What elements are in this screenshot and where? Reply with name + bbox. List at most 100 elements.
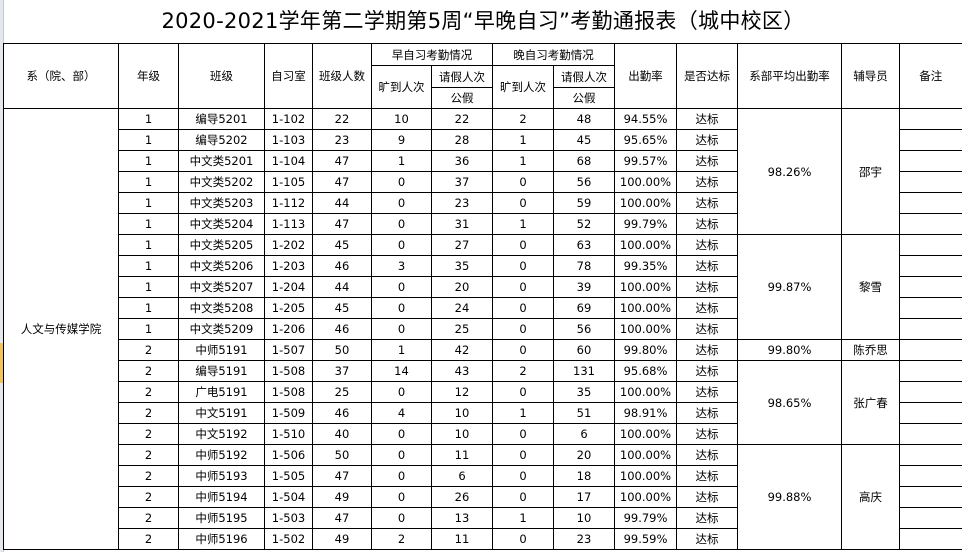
rate-cell[interactable]: 99.79% bbox=[614, 213, 677, 235]
morning-absent-cell[interactable]: 0 bbox=[371, 465, 432, 487]
pass-cell[interactable]: 达标 bbox=[676, 465, 738, 487]
header-dept[interactable]: 系（院、部） bbox=[3, 43, 119, 109]
evening-leave-cell[interactable]: 131 bbox=[553, 360, 615, 382]
room-cell[interactable]: 1-203 bbox=[264, 255, 313, 277]
room-cell[interactable]: 1-509 bbox=[264, 402, 313, 424]
evening-absent-cell[interactable]: 0 bbox=[492, 381, 554, 403]
pass-cell[interactable]: 达标 bbox=[676, 402, 738, 424]
size-cell[interactable]: 44 bbox=[312, 192, 372, 214]
remark-cell[interactable] bbox=[899, 150, 962, 172]
evening-leave-cell[interactable]: 23 bbox=[553, 528, 615, 550]
size-cell[interactable]: 23 bbox=[312, 129, 372, 151]
size-cell[interactable]: 46 bbox=[312, 318, 372, 340]
morning-absent-cell[interactable]: 4 bbox=[371, 402, 432, 424]
dept-avg-rate-cell[interactable]: 99.88% bbox=[737, 444, 842, 550]
class-cell[interactable]: 中文5191 bbox=[178, 402, 265, 424]
evening-absent-cell[interactable]: 1 bbox=[492, 213, 554, 235]
rate-cell[interactable]: 95.68% bbox=[614, 360, 677, 382]
remark-cell[interactable] bbox=[899, 507, 962, 529]
header-pass[interactable]: 是否达标 bbox=[676, 43, 738, 109]
header-morning-group[interactable]: 早自习考勤情况 bbox=[371, 43, 493, 66]
grade-cell[interactable]: 1 bbox=[118, 192, 179, 214]
size-cell[interactable]: 49 bbox=[312, 528, 372, 550]
grade-cell[interactable]: 1 bbox=[118, 150, 179, 172]
evening-absent-cell[interactable]: 1 bbox=[492, 129, 554, 151]
pass-cell[interactable]: 达标 bbox=[676, 528, 738, 550]
rate-cell[interactable]: 100.00% bbox=[614, 423, 677, 445]
morning-absent-cell[interactable]: 9 bbox=[371, 129, 432, 151]
class-cell[interactable]: 编导5191 bbox=[178, 360, 265, 382]
grade-cell[interactable]: 1 bbox=[118, 108, 179, 130]
evening-absent-cell[interactable]: 1 bbox=[492, 402, 554, 424]
evening-absent-cell[interactable]: 0 bbox=[492, 339, 554, 361]
evening-leave-cell[interactable]: 18 bbox=[553, 465, 615, 487]
class-cell[interactable]: 中文类5205 bbox=[178, 234, 265, 256]
class-cell[interactable]: 编导5201 bbox=[178, 108, 265, 130]
evening-leave-cell[interactable]: 52 bbox=[553, 213, 615, 235]
remark-cell[interactable] bbox=[899, 234, 962, 256]
header-morning-public-leave[interactable]: 公假 bbox=[431, 87, 493, 109]
grade-cell[interactable]: 1 bbox=[118, 318, 179, 340]
counselor-cell[interactable]: 邵宇 bbox=[841, 108, 900, 235]
evening-absent-cell[interactable]: 0 bbox=[492, 276, 554, 298]
morning-absent-cell[interactable]: 14 bbox=[371, 360, 432, 382]
grade-cell[interactable]: 1 bbox=[118, 213, 179, 235]
evening-leave-cell[interactable]: 56 bbox=[553, 171, 615, 193]
rate-cell[interactable]: 100.00% bbox=[614, 486, 677, 508]
pass-cell[interactable]: 达标 bbox=[676, 339, 738, 361]
morning-leave-cell[interactable]: 26 bbox=[431, 486, 493, 508]
room-cell[interactable]: 1-205 bbox=[264, 297, 313, 319]
evening-leave-cell[interactable]: 59 bbox=[553, 192, 615, 214]
room-cell[interactable]: 1-113 bbox=[264, 213, 313, 235]
rate-cell[interactable]: 100.00% bbox=[614, 444, 677, 466]
room-cell[interactable]: 1-104 bbox=[264, 150, 313, 172]
morning-absent-cell[interactable]: 0 bbox=[371, 276, 432, 298]
size-cell[interactable]: 45 bbox=[312, 234, 372, 256]
counselor-cell[interactable]: 张广春 bbox=[841, 360, 900, 445]
morning-leave-cell[interactable]: 27 bbox=[431, 234, 493, 256]
size-cell[interactable]: 46 bbox=[312, 255, 372, 277]
row-header-selection[interactable] bbox=[0, 343, 3, 383]
evening-absent-cell[interactable]: 0 bbox=[492, 318, 554, 340]
class-cell[interactable]: 中文类5201 bbox=[178, 150, 265, 172]
remark-cell[interactable] bbox=[899, 129, 962, 151]
room-cell[interactable]: 1-202 bbox=[264, 234, 313, 256]
header-morning-leave[interactable]: 请假人次 bbox=[431, 65, 493, 88]
grade-cell[interactable]: 2 bbox=[118, 360, 179, 382]
remark-cell[interactable] bbox=[899, 297, 962, 319]
size-cell[interactable]: 40 bbox=[312, 423, 372, 445]
evening-absent-cell[interactable]: 2 bbox=[492, 360, 554, 382]
remark-cell[interactable] bbox=[899, 381, 962, 403]
rate-cell[interactable]: 100.00% bbox=[614, 381, 677, 403]
rate-cell[interactable]: 100.00% bbox=[614, 276, 677, 298]
morning-absent-cell[interactable]: 0 bbox=[371, 444, 432, 466]
room-cell[interactable]: 1-204 bbox=[264, 276, 313, 298]
header-counselor[interactable]: 辅导员 bbox=[841, 43, 900, 109]
morning-leave-cell[interactable]: 42 bbox=[431, 339, 493, 361]
morning-leave-cell[interactable]: 31 bbox=[431, 213, 493, 235]
size-cell[interactable]: 47 bbox=[312, 507, 372, 529]
rate-cell[interactable]: 100.00% bbox=[614, 297, 677, 319]
evening-leave-cell[interactable]: 51 bbox=[553, 402, 615, 424]
pass-cell[interactable]: 达标 bbox=[676, 318, 738, 340]
evening-leave-cell[interactable]: 20 bbox=[553, 444, 615, 466]
evening-absent-cell[interactable]: 0 bbox=[492, 297, 554, 319]
rate-cell[interactable]: 100.00% bbox=[614, 318, 677, 340]
class-cell[interactable]: 中文5192 bbox=[178, 423, 265, 445]
evening-leave-cell[interactable]: 10 bbox=[553, 507, 615, 529]
remark-cell[interactable] bbox=[899, 171, 962, 193]
rate-cell[interactable]: 99.59% bbox=[614, 528, 677, 550]
evening-leave-cell[interactable]: 17 bbox=[553, 486, 615, 508]
grade-cell[interactable]: 1 bbox=[118, 234, 179, 256]
remark-cell[interactable] bbox=[899, 444, 962, 466]
rate-cell[interactable]: 100.00% bbox=[614, 171, 677, 193]
rate-cell[interactable]: 94.55% bbox=[614, 108, 677, 130]
size-cell[interactable]: 47 bbox=[312, 465, 372, 487]
morning-leave-cell[interactable]: 25 bbox=[431, 318, 493, 340]
remark-cell[interactable] bbox=[899, 339, 962, 361]
remark-cell[interactable] bbox=[899, 213, 962, 235]
evening-absent-cell[interactable]: 0 bbox=[492, 465, 554, 487]
morning-leave-cell[interactable]: 13 bbox=[431, 507, 493, 529]
rate-cell[interactable]: 100.00% bbox=[614, 465, 677, 487]
header-evening-leave[interactable]: 请假人次 bbox=[553, 65, 615, 88]
